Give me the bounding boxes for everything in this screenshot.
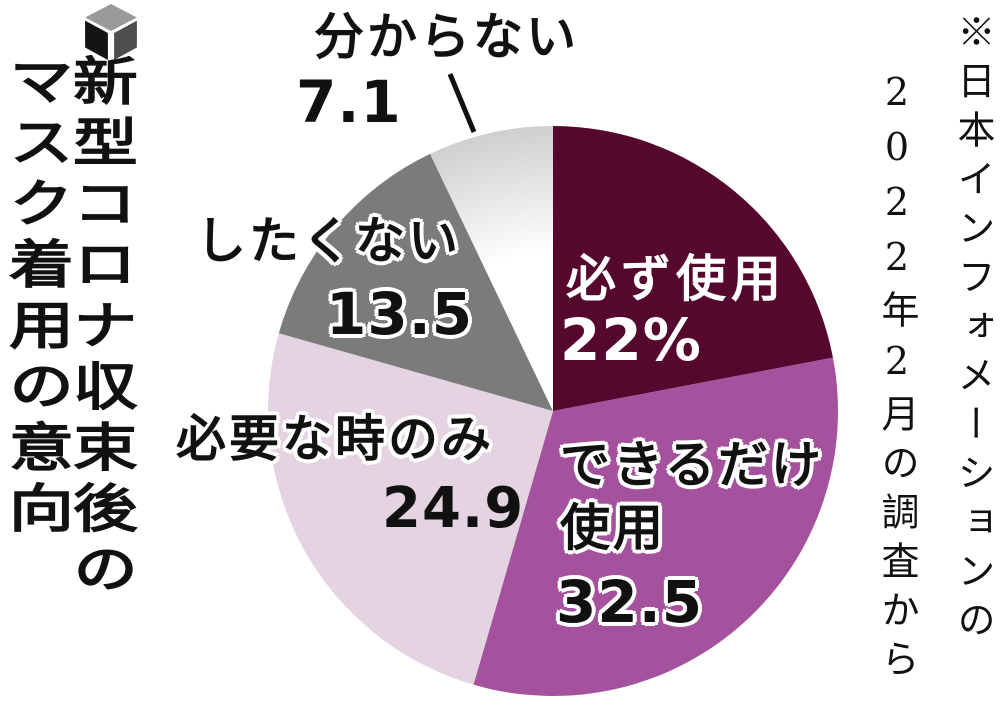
pie-slice-5 (430, 126, 553, 411)
chart-title-line-2: マスク着用の意向 (0, 54, 72, 542)
source-note-line-1: ※日本インフォメーションの (951, 12, 995, 649)
cube-icon (85, 4, 137, 60)
leader-line-wakaranai (447, 73, 477, 133)
slice-label-shitakunai: したくない (196, 212, 461, 270)
source-note-line-2: 2022年2月の調査から (875, 70, 919, 688)
slice-value-kanarazu: 22% (560, 306, 702, 374)
slice-label-hitsuyou: 必要な時のみ (176, 410, 494, 468)
pie-slices-group (267, 126, 838, 696)
slice-label-dekirudake: できるだけ使用 (560, 436, 824, 557)
pie-slice-4 (278, 153, 553, 411)
slice-label-kanarazu: 必ず使用 (566, 250, 786, 308)
slice-value-hitsuyou: 24.9 (382, 476, 525, 541)
slice-value-dekirudake: 32.5 (556, 568, 704, 636)
pie-slice-1 (553, 126, 833, 411)
pie-slice-2 (473, 357, 838, 696)
pie-slice-3 (267, 333, 553, 685)
slice-value-shitakunai: 13.5 (326, 280, 474, 348)
slice-label-wakaranai: 分からない (314, 8, 579, 66)
chart-title-line-1: 新型コロナ収束後の (61, 54, 136, 603)
slice-value-wakaranai: 7.1 (296, 68, 402, 136)
